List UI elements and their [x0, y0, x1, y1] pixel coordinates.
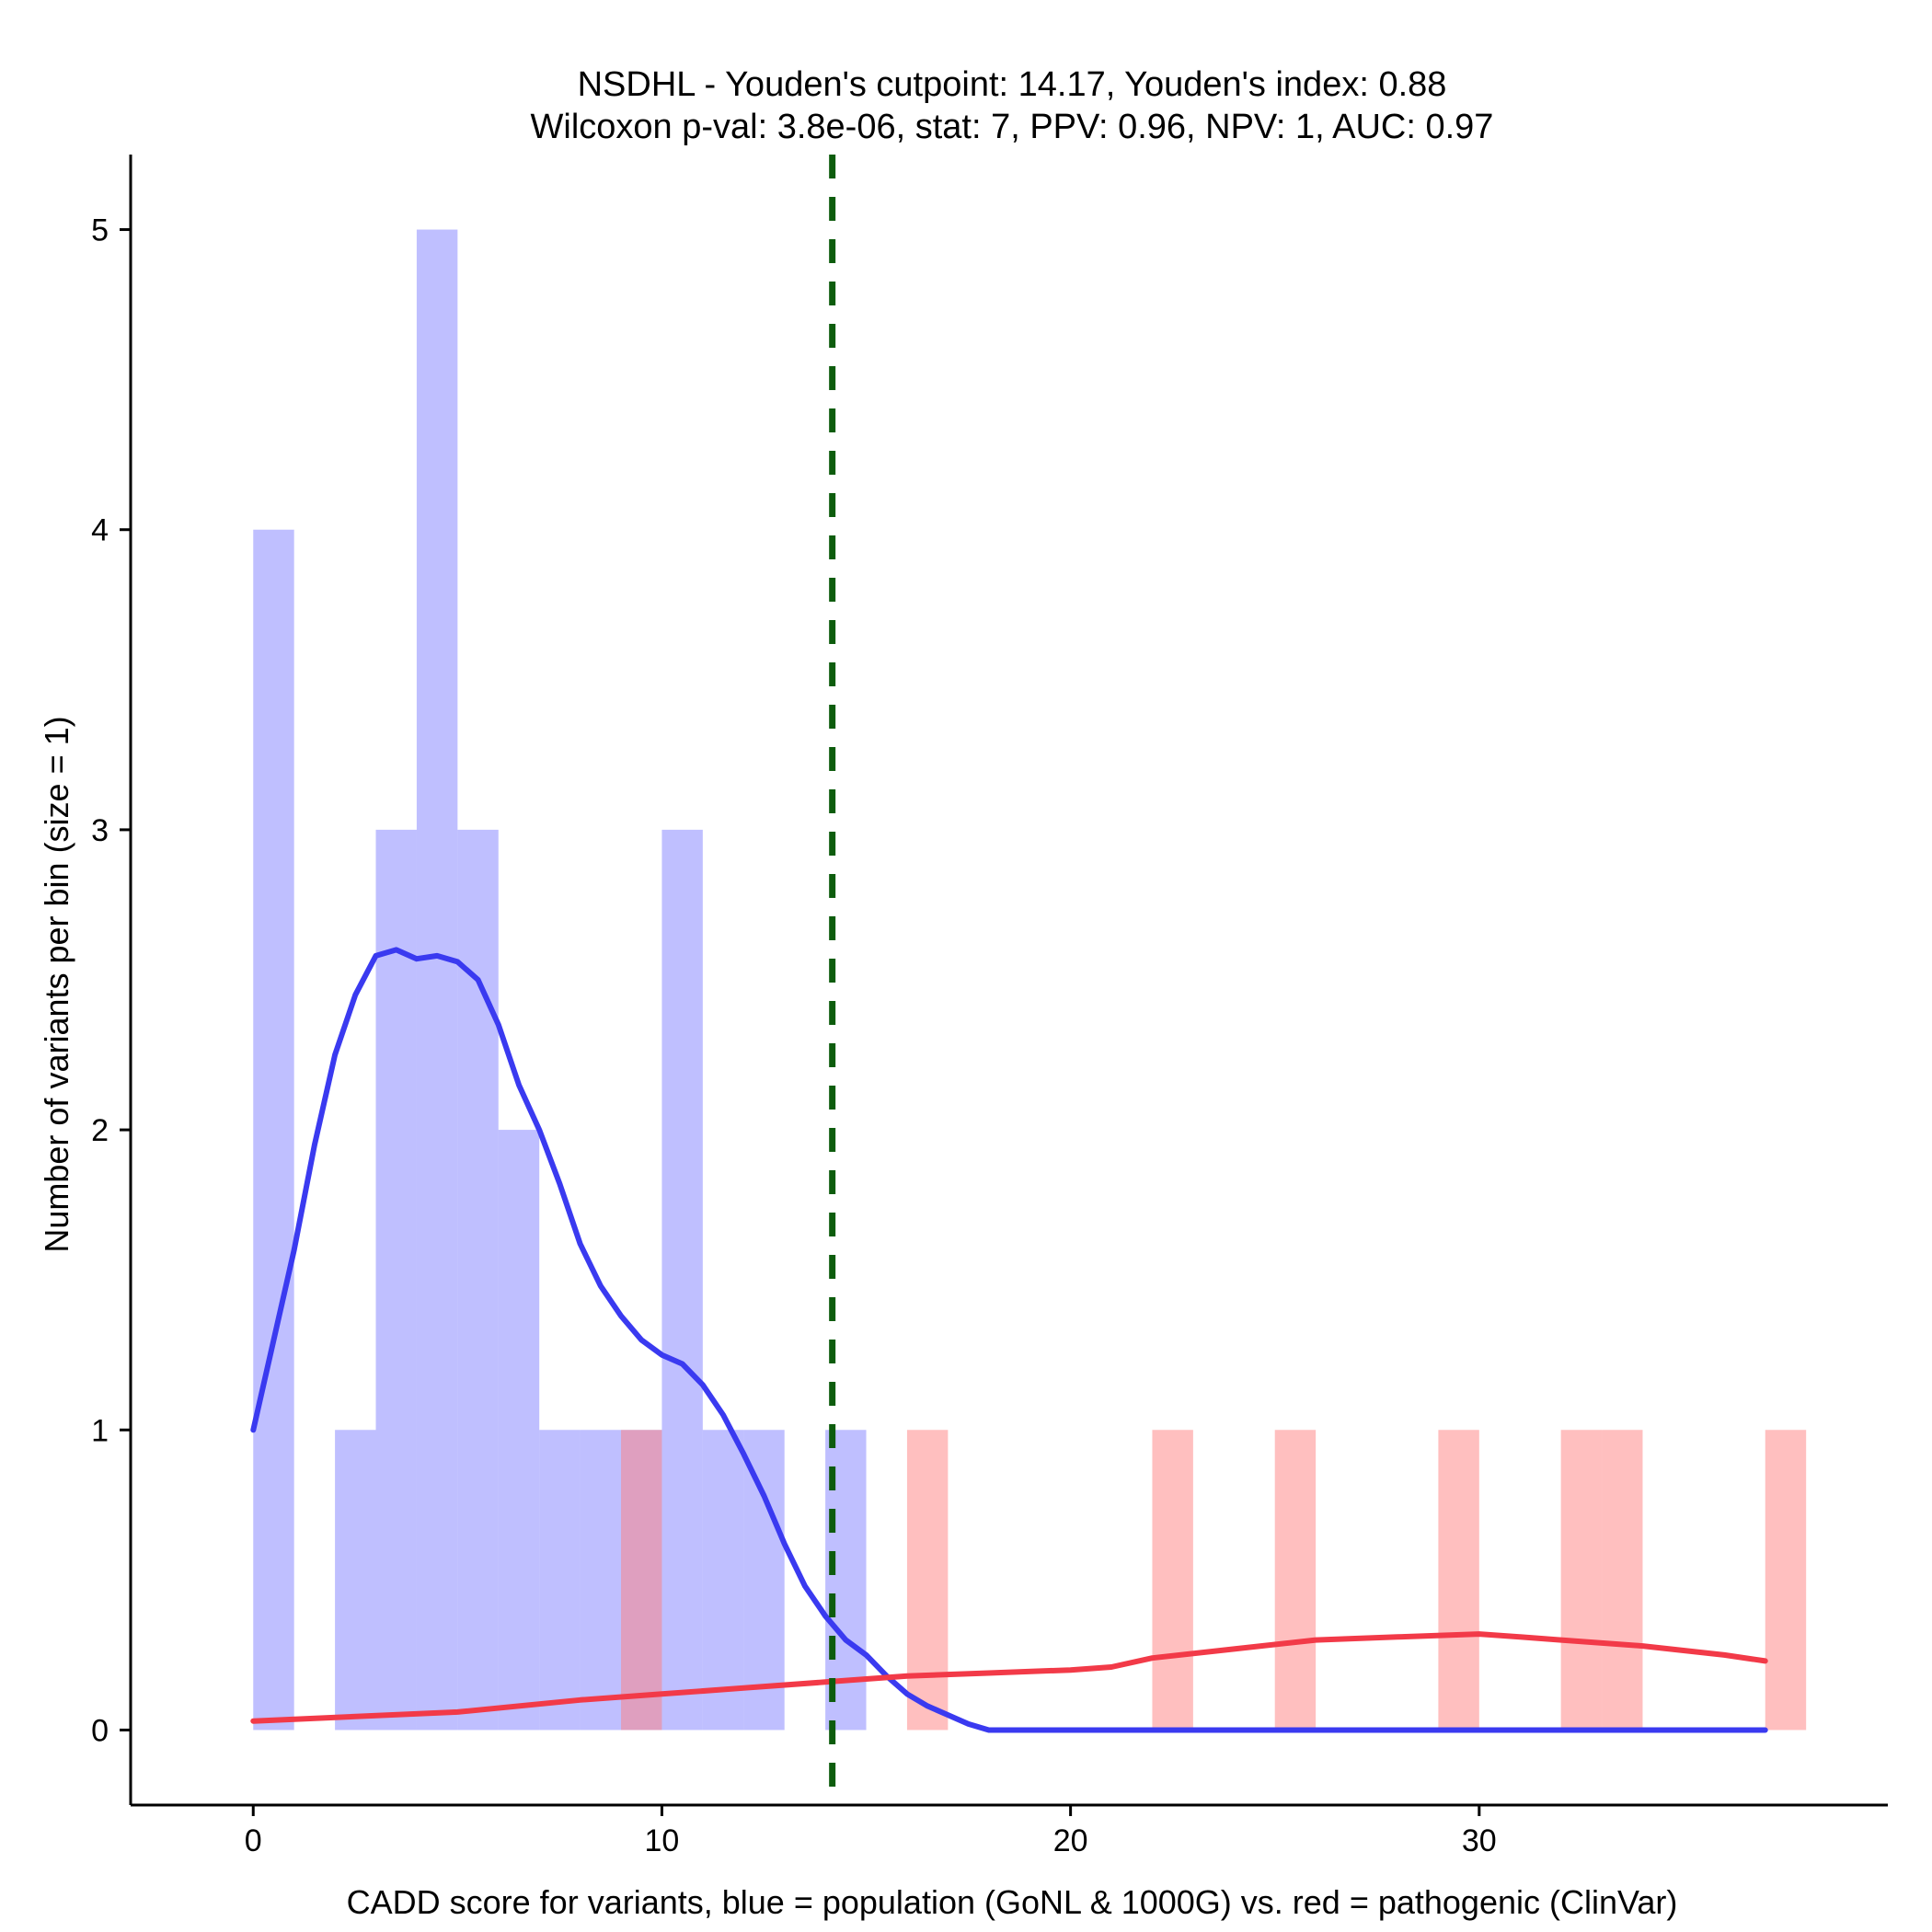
population-bar-3: [416, 229, 458, 1731]
population-bar-5: [498, 1130, 540, 1731]
x-tick-label-0: 0: [245, 1823, 262, 1858]
x-axis-label: CADD score for variants, blue = populati…: [347, 1883, 1678, 1921]
y-axis-label: Number of variants per bin (size = 1): [38, 716, 75, 1252]
pathogenic-bar-6: [1602, 1430, 1643, 1731]
y-tick-label-3: 3: [91, 813, 109, 848]
x-tick-label-1: 10: [645, 1823, 680, 1858]
y-tick-label-4: 4: [91, 513, 109, 548]
pathogenic-bar-0: [621, 1430, 662, 1731]
y-tick-label-5: 5: [91, 213, 109, 248]
population-density-line: [250, 947, 1768, 1733]
population-bar-6: [539, 1430, 581, 1731]
y-tick-label-0: 0: [91, 1713, 109, 1748]
population-bar-11: [743, 1430, 785, 1731]
pathogenic-bar-5: [1560, 1430, 1603, 1731]
population-bar-0: [253, 529, 294, 1731]
chart-title-line2: Wilcoxon p-val: 3.8e-06, stat: 7, PPV: 0…: [531, 108, 1494, 146]
x-tick-label-2: 20: [1053, 1823, 1088, 1858]
population-bar-10: [702, 1430, 744, 1731]
pathogenic-bars: [621, 1430, 1807, 1731]
y-tick-label-2: 2: [91, 1113, 109, 1148]
population-bar-2: [375, 829, 417, 1731]
pathogenic-bar-1: [906, 1430, 949, 1731]
pathogenic-density-line: [250, 1631, 1768, 1724]
population-bar-9: [661, 829, 703, 1731]
population-bar-1: [335, 1430, 376, 1731]
axes: 0 10 20 30 0 1 2 3 4 5: [91, 155, 1888, 1858]
population-bar-7: [580, 1430, 622, 1731]
density-lines: [250, 947, 1768, 1733]
pathogenic-bar-2: [1152, 1430, 1193, 1731]
pathogenic-bar-7: [1765, 1430, 1807, 1731]
y-tick-label-1: 1: [91, 1413, 109, 1448]
x-tick-label-3: 30: [1462, 1823, 1497, 1858]
pathogenic-bar-3: [1274, 1430, 1317, 1731]
chart-title-line1: NSDHL - Youden's cutpoint: 14.17, Youden…: [578, 65, 1447, 104]
population-bars: [253, 229, 867, 1731]
pathogenic-bar-4: [1438, 1430, 1479, 1731]
